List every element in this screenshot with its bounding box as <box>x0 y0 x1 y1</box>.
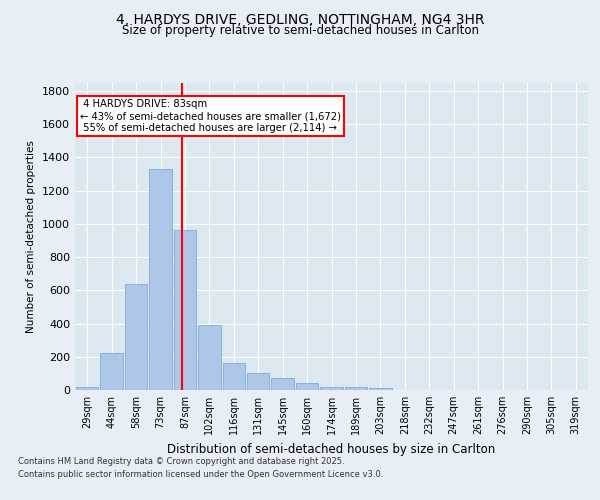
Bar <box>76 386 98 390</box>
Bar <box>100 354 123 390</box>
X-axis label: Distribution of semi-detached houses by size in Carlton: Distribution of semi-detached houses by … <box>167 442 496 456</box>
Text: Size of property relative to semi-detached houses in Carlton: Size of property relative to semi-detach… <box>121 24 479 37</box>
Bar <box>296 384 319 390</box>
Bar <box>344 386 367 390</box>
Bar <box>247 374 269 390</box>
Bar <box>223 364 245 390</box>
Y-axis label: Number of semi-detached properties: Number of semi-detached properties <box>26 140 37 332</box>
Bar <box>198 325 221 390</box>
Bar <box>125 284 148 390</box>
Bar <box>320 386 343 390</box>
Bar <box>369 388 392 390</box>
Text: 4 HARDYS DRIVE: 83sqm
← 43% of semi-detached houses are smaller (1,672)
 55% of : 4 HARDYS DRIVE: 83sqm ← 43% of semi-deta… <box>80 100 341 132</box>
Text: Contains public sector information licensed under the Open Government Licence v3: Contains public sector information licen… <box>18 470 383 479</box>
Bar <box>173 230 196 390</box>
Text: 4, HARDYS DRIVE, GEDLING, NOTTINGHAM, NG4 3HR: 4, HARDYS DRIVE, GEDLING, NOTTINGHAM, NG… <box>116 12 484 26</box>
Bar <box>271 378 294 390</box>
Bar <box>149 169 172 390</box>
Text: Contains HM Land Registry data © Crown copyright and database right 2025.: Contains HM Land Registry data © Crown c… <box>18 458 344 466</box>
